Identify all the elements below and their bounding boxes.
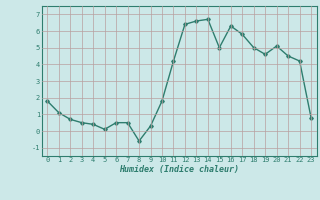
X-axis label: Humidex (Indice chaleur): Humidex (Indice chaleur) bbox=[119, 165, 239, 174]
